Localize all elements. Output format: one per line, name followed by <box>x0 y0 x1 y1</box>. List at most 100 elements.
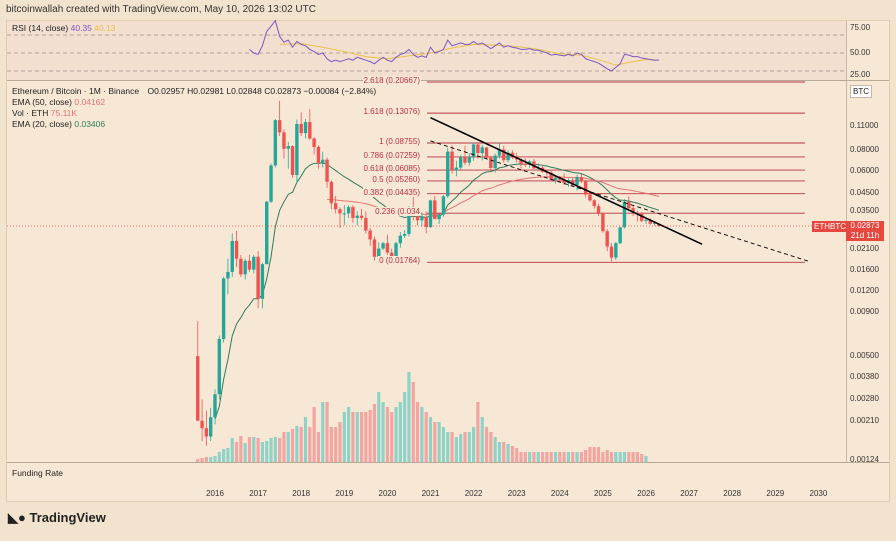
x-tick-label: 2023 <box>507 489 526 498</box>
x-tick-label: 2024 <box>550 489 569 498</box>
volume-bar <box>213 456 217 462</box>
candle-body <box>221 278 226 339</box>
volume-bar <box>575 452 579 462</box>
chart-frame[interactable] <box>6 20 890 502</box>
rsi-tick-50: 50.00 <box>850 48 871 57</box>
volume-label[interactable]: Vol · ETH <box>12 108 49 118</box>
candle-body <box>415 213 420 221</box>
candle-body <box>639 213 644 221</box>
volume-bar <box>588 447 592 462</box>
trendline-dashed <box>430 140 810 263</box>
volume-bar <box>480 417 484 462</box>
candle-body <box>428 200 433 228</box>
volume-bar <box>243 443 247 462</box>
candle-body <box>277 120 282 133</box>
volume-bar <box>282 432 286 462</box>
volume-bar <box>622 452 627 462</box>
volume-bar <box>510 446 514 462</box>
volume-bar <box>635 452 639 462</box>
volume-bar <box>519 452 523 462</box>
candle-body <box>402 233 407 236</box>
volume-bar <box>493 437 497 462</box>
volume-bar <box>411 382 415 462</box>
volume-bar <box>528 452 532 462</box>
volume-bar <box>627 452 631 462</box>
volume-bar <box>286 432 290 462</box>
rsi-label: RSI (14, close) <box>12 23 69 33</box>
fib-label: 0 (0.01764) <box>378 256 421 266</box>
candle-body <box>308 122 312 139</box>
volume-bar <box>553 452 558 462</box>
candle-body <box>312 138 316 147</box>
volume-bar <box>295 426 299 462</box>
fib-label: 0.5 (0.05260) <box>371 174 421 184</box>
candle-body <box>364 217 368 231</box>
trendline-solid <box>430 116 703 245</box>
candle-body <box>532 161 536 169</box>
y-tick-label: 0.01200 <box>850 285 879 295</box>
volume-bar <box>558 452 562 462</box>
candle-body <box>385 243 390 253</box>
tradingview-logo-icon: ◣● <box>8 510 26 525</box>
volume-bar <box>334 427 338 462</box>
volume-bar <box>390 412 394 462</box>
ema20-label[interactable]: EMA (20, close) <box>12 119 72 129</box>
volume-bar <box>226 448 230 462</box>
candle-body <box>596 206 601 214</box>
candle-body <box>325 159 329 182</box>
price-axis[interactable] <box>846 21 890 462</box>
rsi-separator[interactable] <box>7 80 889 81</box>
fib-label: 2.618 (0.20667) <box>362 76 421 85</box>
candle-body <box>579 176 584 182</box>
volume-bar <box>347 407 351 462</box>
fib-label: 0.382 (0.04435) <box>362 187 421 197</box>
candle-body <box>519 159 523 164</box>
volume-bar <box>540 452 545 462</box>
x-tick-label: 2022 <box>464 489 483 498</box>
candle-body <box>213 394 217 418</box>
volume-bar <box>601 452 605 462</box>
volume-bar <box>454 437 458 462</box>
candle-body <box>609 246 614 258</box>
x-tick-label: 2018 <box>292 489 311 498</box>
candle-body <box>321 159 325 163</box>
volume-bar <box>381 402 385 462</box>
x-tick-label: 2021 <box>421 489 440 498</box>
x-tick-label: 2027 <box>680 489 698 498</box>
volume-bar <box>290 429 295 462</box>
volume-bar <box>355 412 359 462</box>
volume-bar <box>502 442 506 462</box>
candle-body <box>549 172 553 181</box>
currency-button[interactable]: BTC <box>850 85 872 98</box>
candle-body <box>407 207 411 234</box>
volume-bar <box>372 404 377 462</box>
volume-bar <box>222 449 226 462</box>
ema50-label[interactable]: EMA (50, close) <box>12 97 72 107</box>
candle-body <box>467 156 471 163</box>
volume-bar <box>273 437 277 462</box>
volume-bar <box>571 452 575 462</box>
y-tick-label: 0.02100 <box>850 244 879 254</box>
candle-body <box>200 420 204 429</box>
rsi-ma-line <box>279 43 659 66</box>
tradingview-logo[interactable]: ◣● TradingView <box>8 510 106 526</box>
candle-body <box>437 214 441 220</box>
volume-value: 75.11K <box>50 108 78 118</box>
volume-bar <box>515 448 519 462</box>
symbol-title[interactable]: Ethereum / Bitcoin · 1M · Binance <box>12 86 140 96</box>
funding-separator[interactable] <box>7 462 889 463</box>
candle-body <box>252 256 256 270</box>
candle-body <box>342 213 346 215</box>
candle-body <box>441 196 446 215</box>
candle-body <box>575 176 579 186</box>
candle-body <box>605 231 609 247</box>
candle-body <box>338 209 342 214</box>
x-tick-label: 2016 <box>206 489 224 498</box>
y-tick-label: 0.04500 <box>850 187 879 197</box>
volume-bar <box>614 452 618 462</box>
volume-bar <box>631 452 635 462</box>
rsi-pane[interactable] <box>7 21 846 80</box>
volume-bar <box>394 407 398 462</box>
ohlc-values: O0.02957 H0.02981 L0.02848 C0.02873 −0.0… <box>147 86 377 96</box>
volume-bar <box>325 402 329 462</box>
